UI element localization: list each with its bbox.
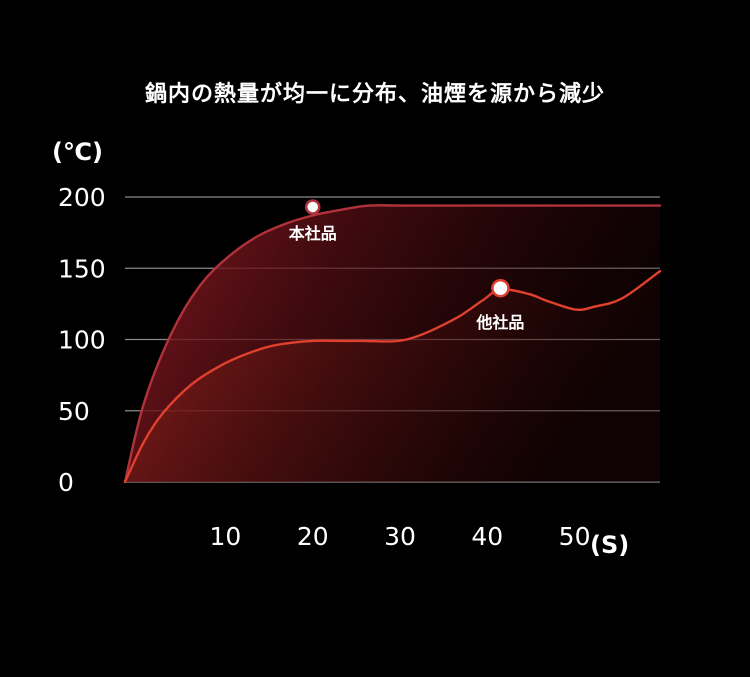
- series-label-competitor: 他社品: [475, 313, 524, 332]
- series-areas: [125, 205, 660, 482]
- y-axis-unit-label: (℃): [52, 138, 103, 166]
- y-tick-label-150: 150: [58, 254, 106, 283]
- x-tick-label-20: 20: [297, 522, 329, 551]
- y-tick-label-50: 50: [58, 397, 90, 426]
- series-markers: [304, 199, 510, 298]
- series-marker-company: [304, 199, 321, 215]
- y-axis-ticks: 0 50 100 150 200: [58, 183, 106, 497]
- y-tick-label-0: 0: [58, 468, 74, 497]
- series-marker-competitor: [491, 278, 510, 298]
- chart-title: 鍋内の熱量が均一に分布、油煙を源から減少: [145, 81, 605, 107]
- x-tick-label-10: 10: [210, 522, 242, 551]
- y-tick-label-100: 100: [58, 326, 106, 355]
- y-tick-label-200: 200: [58, 183, 106, 212]
- x-tick-label-40: 40: [471, 522, 503, 551]
- x-tick-label-30: 30: [384, 522, 416, 551]
- x-axis-ticks: 10 20 30 40 50: [210, 522, 591, 551]
- series-lines: [123, 204, 662, 484]
- x-axis-unit-label: (S): [590, 531, 629, 559]
- series-label-company: 本社品: [289, 224, 337, 243]
- series-line-competitor: [123, 269, 662, 484]
- series-line-company: [123, 204, 662, 484]
- x-tick-label-50: 50: [559, 522, 591, 551]
- series-area-competitor: [125, 271, 660, 482]
